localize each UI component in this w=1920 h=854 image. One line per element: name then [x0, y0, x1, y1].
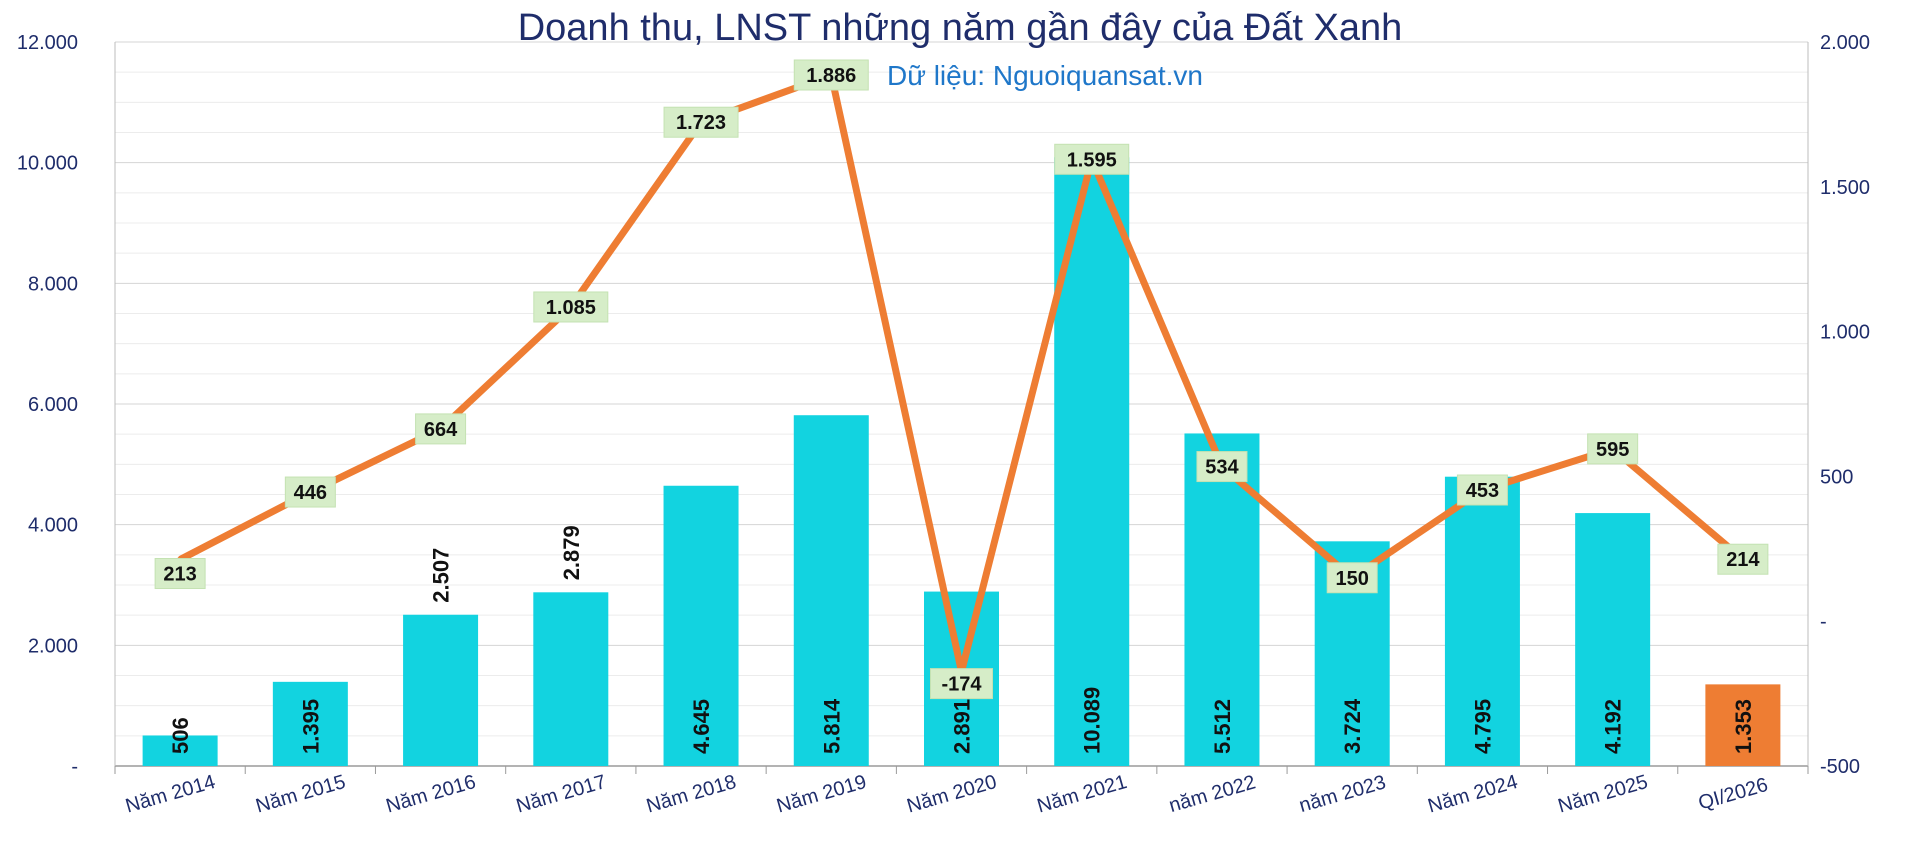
x-category-label: Năm 2019 — [774, 771, 869, 818]
profit-label-box — [284, 476, 336, 508]
profit-label-box — [1456, 474, 1508, 506]
profit-label-box — [533, 291, 609, 323]
revenue-bar — [142, 735, 218, 766]
profit-label-box — [663, 106, 739, 138]
y-right-tick-label: 500 — [1820, 466, 1853, 488]
profit-label: 664 — [424, 419, 458, 441]
y-left-tick-label: 8.000 — [28, 273, 78, 295]
profit-label-box — [930, 668, 993, 700]
profit-label-box — [1587, 433, 1639, 465]
revenue-bar-label: 10.089 — [1080, 687, 1105, 754]
profit-label-box — [415, 413, 467, 445]
chart-title: Doanh thu, LNST những năm gần đây của Đấ… — [518, 7, 1403, 49]
profit-label: 150 — [1336, 568, 1369, 590]
y-left-tick-label: 10.000 — [17, 153, 78, 175]
revenue-bar-label: 506 — [168, 717, 193, 754]
x-category-label: Năm 2014 — [123, 771, 218, 818]
gridlines — [115, 41, 1808, 737]
profit-label-box — [1054, 143, 1130, 175]
profit-label: 214 — [1726, 549, 1760, 571]
x-category-label: Năm 2018 — [644, 771, 739, 818]
revenue-bar-label: 4.795 — [1470, 699, 1495, 754]
revenue-bar — [1575, 513, 1651, 766]
x-category-label: Năm 2021 — [1035, 771, 1130, 818]
profit-label: 534 — [1205, 457, 1239, 479]
revenue-bar-label: 3.724 — [1340, 698, 1365, 754]
profit-label: 1.886 — [806, 65, 856, 87]
x-category-label: năm 2023 — [1297, 771, 1389, 817]
y-left-tick-label: 12.000 — [17, 32, 78, 54]
revenue-bar — [663, 485, 739, 766]
revenue-bar — [403, 614, 479, 766]
revenue-bar-label: 1.353 — [1731, 699, 1756, 754]
x-category-label: Năm 2016 — [384, 771, 479, 818]
y-left-tick-label: 2.000 — [28, 635, 78, 657]
revenue-bar — [793, 415, 869, 766]
x-category-label: Năm 2020 — [904, 771, 999, 818]
y-right-tick-label: -500 — [1820, 756, 1860, 778]
revenue-bar — [1705, 684, 1781, 766]
revenue-bar — [1444, 476, 1520, 766]
revenue-bar-label: 2.507 — [429, 548, 454, 603]
x-category-label: Năm 2015 — [253, 771, 348, 818]
profit-label-box — [793, 59, 869, 91]
revenue-bar-label: 1.395 — [298, 699, 323, 754]
profit-label: -174 — [941, 674, 982, 696]
y-right-tick-label: 2.000 — [1820, 32, 1870, 54]
y-left-tick-label: - — [71, 756, 78, 778]
revenue-bar — [533, 592, 609, 766]
profit-label: 595 — [1596, 439, 1629, 461]
x-category-label: Năm 2017 — [514, 771, 609, 818]
y-right-tick-label: 1.000 — [1820, 322, 1870, 344]
y-right-tick-label: 1.500 — [1820, 177, 1870, 199]
profit-label-box — [1326, 562, 1378, 594]
profit-label: 1.723 — [676, 112, 726, 134]
y-right-tick-label: - — [1820, 611, 1827, 633]
profit-label: 213 — [163, 564, 196, 586]
profit-label: 446 — [294, 482, 327, 504]
y-left-tick-label: 6.000 — [28, 394, 78, 416]
revenue-bar-label: 5.512 — [1210, 699, 1235, 754]
profit-label: 453 — [1466, 480, 1499, 502]
x-category-label: Năm 2025 — [1556, 771, 1651, 818]
x-category-label: QI/2026 — [1696, 774, 1770, 815]
x-category-label: Năm 2024 — [1425, 771, 1520, 818]
y-left-tick-label: 4.000 — [28, 515, 78, 537]
chart-subtitle: Dữ liệu: Nguoiquansat.vn — [887, 60, 1203, 91]
profit-label: 1.595 — [1067, 149, 1117, 171]
x-category-label: năm 2022 — [1167, 771, 1259, 817]
revenue-bar-label: 5.814 — [819, 698, 844, 754]
profit-label-box — [1196, 451, 1248, 483]
profit-label-box — [1717, 543, 1769, 575]
profit-label-box — [154, 558, 206, 590]
revenue-bar-label: 4.645 — [689, 699, 714, 754]
revenue-bar-label: 2.891 — [950, 699, 975, 754]
revenue-bar-label: 2.879 — [559, 525, 584, 580]
data-labels: 506 1.395 2.507 2.879 4.645 5.814 2.891 10.089 5… — [154, 59, 1769, 754]
revenue-bar-label: 4.192 — [1601, 699, 1626, 754]
profit-label: 1.085 — [546, 297, 596, 319]
revenue-bar — [272, 681, 348, 766]
